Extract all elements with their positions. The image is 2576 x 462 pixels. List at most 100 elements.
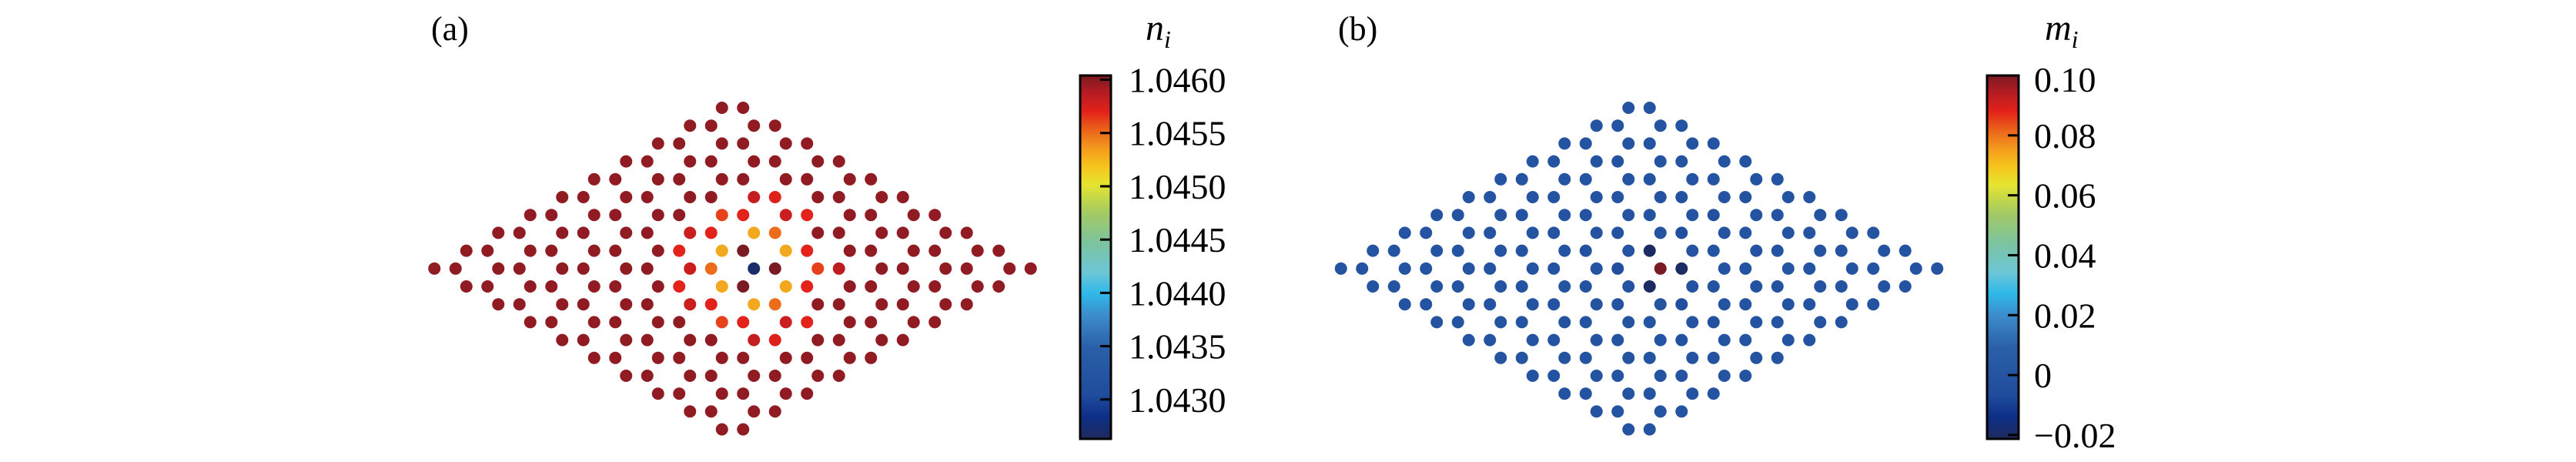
lattice-site bbox=[779, 351, 792, 364]
lattice-site bbox=[832, 262, 845, 275]
lattice-site bbox=[811, 262, 825, 275]
lattice-site bbox=[1739, 333, 1752, 346]
lattice-site bbox=[460, 244, 473, 257]
lattice-site bbox=[684, 119, 697, 132]
lattice-site bbox=[801, 244, 814, 257]
lattice-site bbox=[768, 155, 781, 168]
lattice-site bbox=[1643, 102, 1656, 114]
lattice-site bbox=[737, 244, 750, 257]
lattice-site bbox=[1611, 370, 1624, 382]
lattice-site bbox=[768, 119, 781, 132]
lattice-site bbox=[779, 316, 792, 329]
lattice-site bbox=[460, 280, 473, 293]
lattice-site bbox=[1622, 102, 1635, 114]
lattice-site bbox=[673, 172, 686, 186]
panel-label-b: (b) bbox=[1338, 10, 1377, 48]
lattice-site bbox=[715, 172, 728, 186]
lattice-site bbox=[1526, 333, 1539, 346]
lattice-site bbox=[748, 226, 761, 239]
lattice-site bbox=[715, 244, 728, 257]
lattice-site bbox=[641, 155, 654, 168]
lattice-site bbox=[1515, 351, 1528, 364]
lattice-site bbox=[801, 351, 814, 364]
lattice-site bbox=[737, 280, 750, 293]
lattice-site bbox=[748, 405, 761, 418]
lattice-site bbox=[1707, 387, 1720, 400]
lattice-site bbox=[673, 387, 686, 400]
lattice-site bbox=[1739, 298, 1752, 311]
lattice-site bbox=[651, 351, 664, 364]
lattice-site bbox=[524, 209, 537, 222]
lattice-site bbox=[1024, 262, 1037, 275]
lattice-site bbox=[1526, 191, 1539, 203]
lattice-site bbox=[1803, 298, 1816, 311]
lattice-site bbox=[801, 280, 814, 293]
lattice-site bbox=[1771, 316, 1784, 329]
lattice-site bbox=[1654, 191, 1667, 203]
lattice-site bbox=[684, 370, 697, 382]
lattice-site bbox=[1579, 351, 1592, 364]
lattice-site bbox=[1611, 155, 1624, 168]
lattice-site bbox=[1643, 244, 1656, 257]
lattice-site bbox=[651, 209, 664, 222]
lattice-site bbox=[651, 244, 664, 257]
lattice-site bbox=[843, 244, 856, 257]
lattice-site bbox=[1622, 423, 1635, 436]
lattice-site bbox=[865, 209, 878, 222]
lattice-site bbox=[1718, 333, 1731, 346]
lattice-site bbox=[704, 298, 718, 311]
lattice-site bbox=[1558, 387, 1571, 400]
lattice-site bbox=[737, 423, 750, 436]
lattice-site bbox=[1526, 298, 1539, 311]
lattice-site bbox=[673, 209, 686, 222]
lattice-site bbox=[1675, 298, 1688, 311]
lattice-site bbox=[960, 298, 973, 311]
lattice-site bbox=[513, 298, 526, 311]
lattice-site bbox=[1622, 351, 1635, 364]
lattice-site bbox=[651, 316, 664, 329]
lattice-site bbox=[907, 244, 920, 257]
lattice-site bbox=[428, 262, 441, 275]
lattice-site bbox=[1430, 280, 1444, 293]
lattice-site bbox=[801, 316, 814, 329]
lattice-site bbox=[1867, 226, 1880, 239]
lattice-site bbox=[1835, 209, 1848, 222]
lattice-site bbox=[896, 298, 909, 311]
lattice-site bbox=[1750, 244, 1763, 257]
lattice-site bbox=[1484, 262, 1497, 275]
colorbar-title-a: ni bbox=[1146, 8, 1171, 53]
colorbar-tick-label: 0.06 bbox=[2034, 176, 2096, 216]
lattice-site bbox=[1781, 298, 1795, 311]
lattice-site bbox=[1494, 351, 1507, 364]
lattice-site bbox=[1643, 209, 1656, 222]
lattice-site bbox=[865, 351, 878, 364]
colorbar-b: 0.10 0.08 0.06 0.04 0.02 0 −0.02 bbox=[1986, 60, 2116, 455]
lattice-site bbox=[1867, 262, 1880, 275]
lattice-site bbox=[1515, 244, 1528, 257]
lattice-site bbox=[1367, 244, 1380, 257]
lattice-site bbox=[651, 387, 664, 400]
lattice-site bbox=[1526, 226, 1539, 239]
lattice-site bbox=[1398, 298, 1411, 311]
lattice-site bbox=[545, 280, 558, 293]
lattice-site bbox=[1622, 137, 1635, 150]
lattice-site bbox=[1707, 244, 1720, 257]
lattice-site bbox=[843, 351, 856, 364]
lattice-site bbox=[1611, 333, 1624, 346]
lattice-site bbox=[1590, 298, 1603, 311]
lattice-site bbox=[1515, 316, 1528, 329]
lattice-site bbox=[1750, 209, 1763, 222]
panel-a: (a) ni 1.04601.04551.04501.04451.04401.0… bbox=[428, 8, 1226, 440]
lattice-site bbox=[1558, 351, 1571, 364]
lattice-site bbox=[960, 262, 973, 275]
lattice-site bbox=[779, 280, 792, 293]
lattice-site bbox=[524, 316, 537, 329]
lattice-site bbox=[1781, 262, 1795, 275]
lattice-site bbox=[1835, 316, 1848, 329]
lattice-site bbox=[1803, 191, 1816, 203]
lattice-site bbox=[684, 298, 697, 311]
lattice-site bbox=[1845, 298, 1858, 311]
lattice-site bbox=[641, 262, 654, 275]
lattice-site bbox=[748, 262, 761, 275]
lattice-site bbox=[832, 333, 845, 346]
